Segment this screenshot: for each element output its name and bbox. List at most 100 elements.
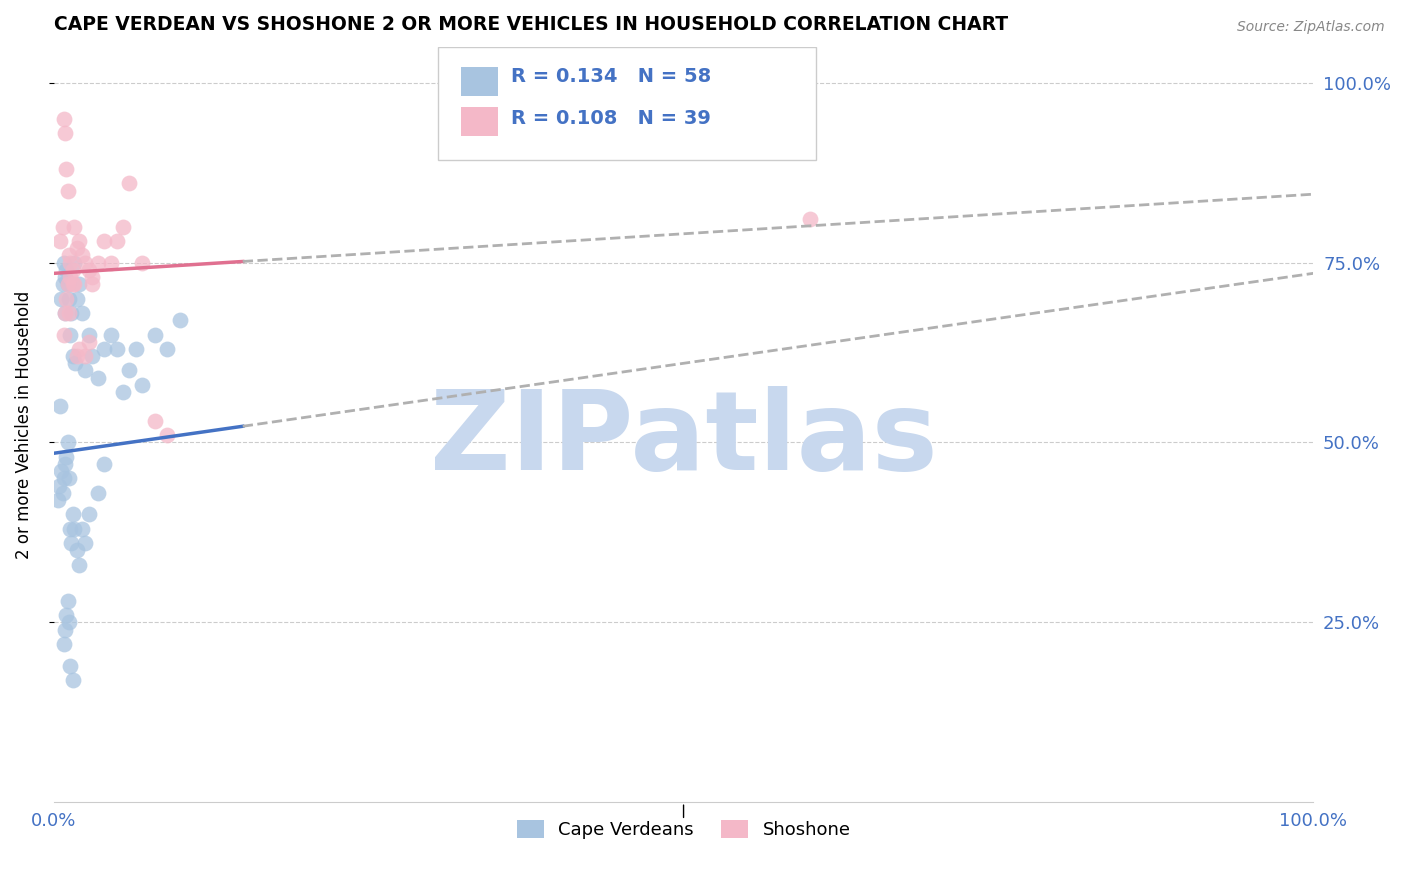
- Point: [67, 234, 90, 248]
- Point: [55, 450, 77, 464]
- Point: [48, 478, 70, 492]
- Point: [49, 400, 72, 414]
- Point: [58, 471, 80, 485]
- Point: [52, 277, 75, 292]
- Point: [118, 363, 141, 377]
- Point: [58, 615, 80, 630]
- Point: [58, 292, 80, 306]
- Point: [55, 161, 77, 176]
- Point: [51, 464, 73, 478]
- Point: [56, 277, 79, 292]
- Text: R = 0.108   N = 39: R = 0.108 N = 39: [510, 109, 711, 128]
- Point: [75, 536, 97, 550]
- Point: [52, 327, 75, 342]
- Point: [105, 234, 128, 248]
- Point: [53, 269, 76, 284]
- Point: [100, 255, 122, 269]
- Point: [53, 623, 76, 637]
- Point: [65, 543, 87, 558]
- Point: [156, 342, 179, 356]
- Point: [131, 377, 153, 392]
- Point: [80, 277, 103, 292]
- Point: [77, 334, 100, 349]
- Point: [62, 673, 84, 687]
- Point: [56, 594, 79, 608]
- Point: [77, 327, 100, 342]
- Point: [63, 219, 86, 234]
- Point: [62, 277, 84, 292]
- Point: [63, 255, 86, 269]
- Point: [46, 493, 69, 508]
- Point: [60, 536, 83, 550]
- Point: [59, 327, 82, 342]
- Point: [59, 658, 82, 673]
- Point: [77, 508, 100, 522]
- Point: [63, 277, 86, 292]
- Point: [59, 522, 82, 536]
- Point: [118, 177, 141, 191]
- Point: [143, 327, 166, 342]
- Point: [75, 363, 97, 377]
- Text: ZIPatlas: ZIPatlas: [430, 386, 938, 493]
- Legend: Cape Verdeans, Shoshone: Cape Verdeans, Shoshone: [509, 813, 858, 847]
- Text: R = 0.134   N = 58: R = 0.134 N = 58: [510, 68, 711, 87]
- Point: [52, 112, 75, 126]
- Point: [53, 457, 76, 471]
- Point: [125, 342, 148, 356]
- Point: [131, 255, 153, 269]
- Point: [65, 292, 87, 306]
- Point: [62, 349, 84, 363]
- Point: [55, 262, 77, 277]
- Point: [100, 327, 122, 342]
- Point: [51, 292, 73, 306]
- FancyBboxPatch shape: [461, 107, 498, 136]
- Point: [59, 255, 82, 269]
- Point: [63, 522, 86, 536]
- Point: [87, 255, 110, 269]
- Point: [62, 508, 84, 522]
- Point: [65, 241, 87, 255]
- Point: [56, 184, 79, 198]
- Point: [58, 306, 80, 320]
- Point: [143, 414, 166, 428]
- Point: [112, 219, 135, 234]
- Point: [75, 255, 97, 269]
- Point: [93, 457, 115, 471]
- Point: [70, 248, 93, 262]
- Point: [70, 306, 93, 320]
- Point: [56, 435, 79, 450]
- Point: [67, 277, 90, 292]
- Point: [70, 522, 93, 536]
- Point: [58, 248, 80, 262]
- Point: [87, 486, 110, 500]
- Point: [53, 306, 76, 320]
- Point: [52, 219, 75, 234]
- Point: [65, 349, 87, 363]
- FancyBboxPatch shape: [437, 46, 815, 160]
- Point: [77, 262, 100, 277]
- Point: [52, 637, 75, 651]
- Point: [169, 313, 191, 327]
- Point: [49, 234, 72, 248]
- Point: [67, 342, 90, 356]
- Text: Source: ZipAtlas.com: Source: ZipAtlas.com: [1237, 20, 1385, 34]
- Text: CAPE VERDEAN VS SHOSHONE 2 OR MORE VEHICLES IN HOUSEHOLD CORRELATION CHART: CAPE VERDEAN VS SHOSHONE 2 OR MORE VEHIC…: [53, 15, 1008, 34]
- Point: [105, 342, 128, 356]
- Point: [75, 349, 97, 363]
- Point: [53, 126, 76, 140]
- Point: [56, 277, 79, 292]
- Point: [80, 269, 103, 284]
- Point: [53, 306, 76, 320]
- Point: [52, 255, 75, 269]
- Point: [87, 370, 110, 384]
- Point: [52, 471, 75, 485]
- Point: [93, 234, 115, 248]
- Point: [67, 558, 90, 572]
- Point: [52, 486, 75, 500]
- FancyBboxPatch shape: [461, 67, 498, 95]
- Point: [55, 292, 77, 306]
- Point: [156, 428, 179, 442]
- Point: [55, 608, 77, 623]
- Point: [112, 385, 135, 400]
- Point: [62, 262, 84, 277]
